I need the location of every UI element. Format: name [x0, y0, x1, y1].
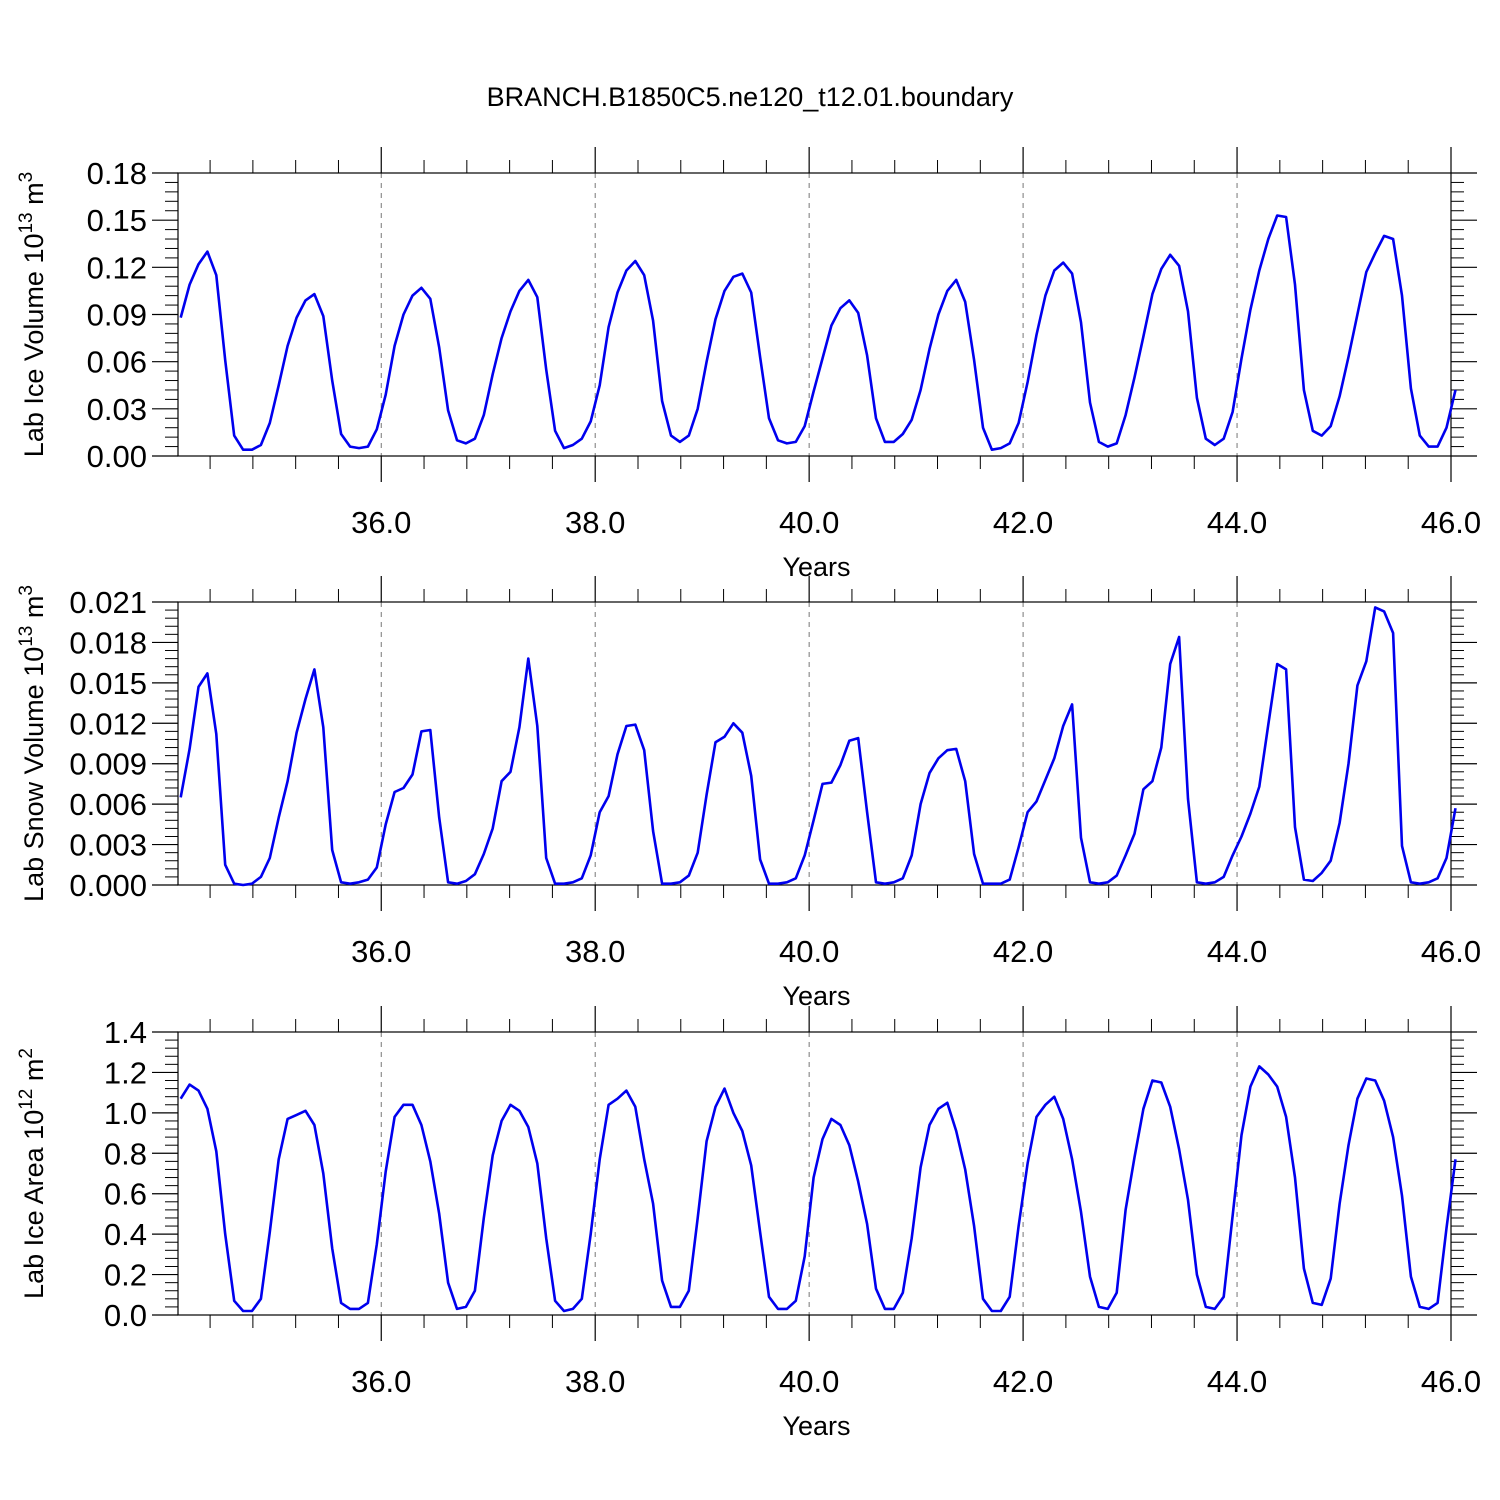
ice-volume-xtick-label-2: 40.0 — [779, 505, 839, 540]
ice-volume-ylabel: Lab Ice Volume 1013 m3 — [16, 172, 49, 457]
ice-area-ytick-label-2: 0.4 — [104, 1217, 147, 1252]
snow-volume-ylabel: Lab Snow Volume 1013 m3 — [16, 585, 49, 902]
ice-area-ytick-label-3: 0.6 — [104, 1177, 147, 1212]
ice-volume-xtick-label-3: 42.0 — [993, 505, 1053, 540]
snow-volume-xtick-label-4: 44.0 — [1207, 934, 1267, 969]
ice-volume-frame — [177, 172, 1452, 457]
panel-ice-area: 0.0 0.2 0.4 0.6 0.8 1.0 1.2 1.4 36.0 38.0 40.0 42.0… — [16, 1006, 1481, 1441]
snow-volume-xtick-label-3: 42.0 — [993, 934, 1053, 969]
ice-volume-xtick-label-4: 44.0 — [1207, 505, 1267, 540]
ice-volume-ytick-label-6: 0.18 — [87, 156, 147, 191]
ice-area-ytick-label-1: 0.2 — [104, 1258, 147, 1293]
ice-volume-series-line — [179, 214, 1457, 452]
ice-volume-xtick-label-0: 36.0 — [351, 505, 411, 540]
ice-area-xtick-label-4: 44.0 — [1207, 1364, 1267, 1399]
snow-volume-frame — [177, 601, 1452, 886]
snow-volume-xlabel: Years — [782, 981, 850, 1011]
snow-volume-xtick-label-5: 46.0 — [1421, 934, 1481, 969]
ice-area-xlabel: Years — [782, 1411, 850, 1441]
ice-area-xtick-label-1: 38.0 — [565, 1364, 625, 1399]
ice-area-xtick-label-3: 42.0 — [993, 1364, 1053, 1399]
snow-volume-ytick-label-1: 0.003 — [69, 828, 147, 863]
snow-volume-ytick-label-4: 0.012 — [69, 706, 147, 741]
ice-volume-xtick-label-5: 46.0 — [1421, 505, 1481, 540]
snow-volume-ytick-label-3: 0.009 — [69, 747, 147, 782]
snow-volume-ytick-label-7: 0.021 — [69, 585, 147, 620]
ice-area-ylabel-main: Lab Ice Area 10 — [19, 1110, 49, 1299]
ice-volume-ytick-label-4: 0.12 — [87, 250, 147, 285]
snow-volume-ytick-label-2: 0.006 — [69, 787, 147, 822]
panel-ice-volume: 0.00 0.03 0.06 0.09 0.12 0.15 0.18 36.0 38.0 40.0… — [16, 147, 1481, 582]
snow-volume-xtick-label-0: 36.0 — [351, 934, 411, 969]
ice-area-ylabel-exponent: 12 — [16, 1089, 37, 1110]
ice-area-ylabel-unit: m — [19, 1059, 49, 1089]
ice-volume-ytick-label-0: 0.00 — [87, 439, 147, 474]
ice-area-ytick-label-5: 1.0 — [104, 1096, 147, 1131]
ice-volume-ytick-label-2: 0.06 — [87, 345, 147, 380]
ice-area-ytick-label-0: 0.0 — [104, 1298, 147, 1333]
ice-area-ytick-label-4: 0.8 — [104, 1136, 147, 1171]
ice-area-ylabel-unit-exponent: 2 — [16, 1048, 37, 1059]
snow-volume-ytick-label-5: 0.015 — [69, 666, 147, 701]
ice-volume-ylabel-exponent: 13 — [16, 212, 37, 233]
ice-volume-ylabel-main: Lab Ice Volume 10 — [19, 234, 49, 458]
snow-volume-xtick-label-1: 38.0 — [565, 934, 625, 969]
snow-volume-ylabel-unit-exponent: 3 — [16, 585, 37, 596]
ice-area-xtick-label-5: 46.0 — [1421, 1364, 1481, 1399]
ice-area-frame — [177, 1031, 1452, 1316]
page-title: BRANCH.B1850C5.ne120_t12.01.boundary — [486, 82, 1014, 112]
ice-volume-xtick-label-1: 38.0 — [565, 505, 625, 540]
panel-snow-volume: 0.000 0.003 0.006 0.009 0.012 0.015 0.018 0.021… — [16, 576, 1481, 1011]
snow-volume-ytick-label-0: 0.000 — [69, 868, 147, 903]
snow-volume-ytick-label-6: 0.018 — [69, 625, 147, 660]
ice-volume-ylabel-unit-exponent: 3 — [16, 172, 37, 183]
ice-area-xtick-label-2: 40.0 — [779, 1364, 839, 1399]
ice-area-ytick-label-6: 1.2 — [104, 1055, 147, 1090]
snow-volume-xtick-label-2: 40.0 — [779, 934, 839, 969]
snow-volume-series-line — [179, 606, 1457, 887]
ice-area-series-line — [179, 1065, 1457, 1313]
snow-volume-ylabel-unit: m — [19, 596, 49, 626]
ice-volume-xlabel: Years — [782, 552, 850, 582]
ice-volume-ytick-label-5: 0.15 — [87, 203, 147, 238]
ice-area-xtick-label-0: 36.0 — [351, 1364, 411, 1399]
ice-area-ylabel: Lab Ice Area 1012 m2 — [16, 1048, 49, 1299]
ice-volume-ytick-label-3: 0.09 — [87, 298, 147, 333]
snow-volume-ylabel-main: Lab Snow Volume 10 — [19, 647, 49, 902]
snow-volume-ylabel-exponent: 13 — [16, 626, 37, 647]
ice-volume-ytick-label-1: 0.03 — [87, 392, 147, 427]
ice-area-ytick-label-7: 1.4 — [104, 1015, 147, 1050]
ice-volume-ylabel-unit: m — [19, 182, 49, 212]
